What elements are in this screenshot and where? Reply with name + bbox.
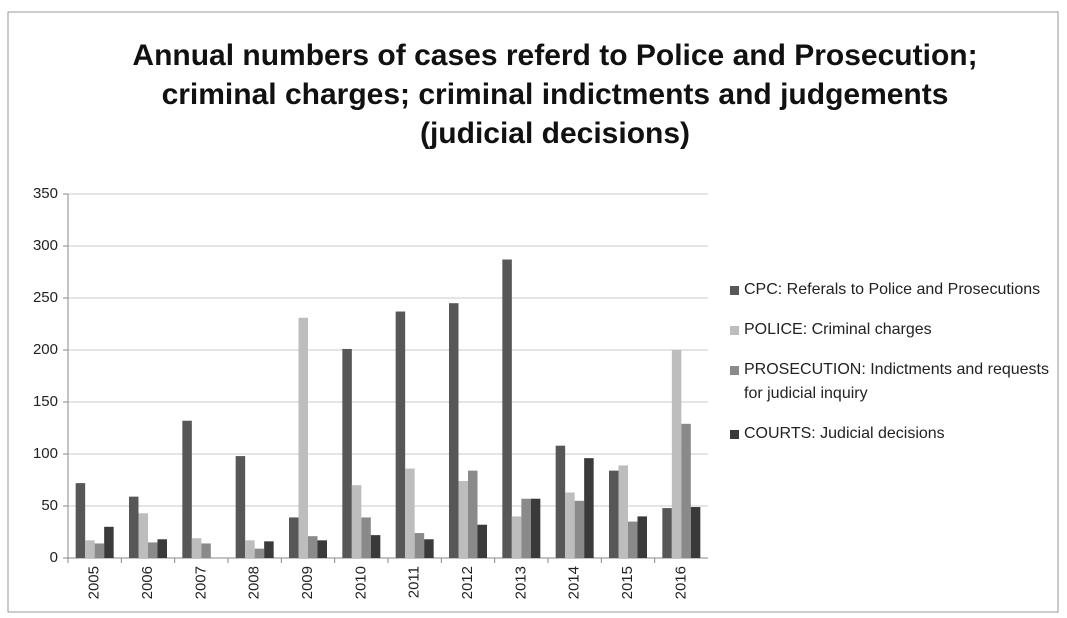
bar	[395, 311, 406, 558]
legend: CPC: Referals to Police and Prosecutions…	[730, 278, 1065, 462]
bar	[458, 481, 468, 558]
legend-label: POLICE: Criminal charges	[744, 321, 932, 338]
x-tick-label: 2008	[246, 566, 263, 599]
bar	[628, 521, 638, 558]
x-tick-label: 2016	[672, 566, 689, 599]
bar	[405, 468, 415, 558]
x-tick-label: 2012	[459, 566, 476, 599]
legend-entry: POLICE: Criminal charges	[730, 318, 1065, 342]
bar	[138, 513, 148, 558]
bar	[574, 500, 585, 558]
bar	[148, 542, 158, 558]
bar	[521, 498, 531, 558]
x-tick-label: 2010	[352, 566, 369, 599]
bar	[449, 303, 459, 558]
bar	[468, 470, 478, 558]
bar	[511, 516, 522, 558]
bar	[584, 458, 594, 558]
y-tick-label: 150	[33, 393, 58, 410]
legend-swatch	[730, 286, 739, 295]
bar	[75, 483, 86, 558]
x-tick-label: 2007	[192, 566, 209, 599]
x-tick-label: 2013	[512, 566, 529, 599]
y-tick-label: 100	[33, 445, 58, 462]
bar	[690, 507, 701, 558]
bar	[342, 348, 352, 558]
bar	[191, 538, 202, 558]
legend-entry: COURTS: Judicial decisions	[730, 422, 1065, 446]
bar	[609, 470, 619, 558]
x-tick-label: 2015	[619, 566, 636, 599]
bar	[94, 543, 105, 558]
y-tick-label: 350	[33, 185, 58, 202]
x-tick-label: 2005	[86, 566, 103, 599]
bar	[104, 526, 114, 558]
legend-label: CPC: Referals to Police and Prosecutions	[744, 281, 1041, 298]
bar	[618, 465, 628, 558]
legend-swatch	[730, 430, 739, 439]
y-tick-label: 300	[33, 237, 58, 254]
bar	[662, 508, 672, 558]
bar	[235, 456, 246, 558]
y-tick-label: 0	[50, 549, 58, 566]
bar	[671, 350, 682, 558]
bar	[555, 445, 566, 558]
bar	[530, 498, 541, 558]
y-tick-label: 200	[33, 341, 58, 358]
bar	[370, 535, 381, 558]
bar	[182, 420, 192, 558]
chart-title: Annual numbers of cases referd to Police…	[132, 39, 978, 150]
bar	[157, 539, 167, 558]
bar	[351, 485, 362, 558]
y-tick-label: 250	[33, 289, 58, 306]
legend-swatch	[730, 366, 739, 375]
x-tick-label: 2011	[406, 566, 423, 598]
x-tick-label: 2006	[139, 566, 156, 599]
bar	[245, 540, 255, 558]
bar	[85, 540, 95, 558]
bar	[201, 543, 211, 558]
bar	[424, 539, 434, 558]
frame	[7, 11, 1059, 613]
bar	[565, 492, 575, 558]
legend-label: PROSECUTION: Indictments and requests fo…	[744, 361, 1049, 402]
legend-label: COURTS: Judicial decisions	[744, 425, 945, 442]
legend-swatch	[730, 326, 739, 335]
x-tick-label: 2014	[566, 566, 583, 599]
x-tick-label: 2009	[299, 566, 316, 599]
bar	[254, 548, 265, 558]
bar	[681, 423, 691, 558]
bar	[361, 517, 371, 558]
bar	[414, 533, 425, 558]
bar	[129, 496, 139, 558]
bar	[289, 517, 299, 558]
legend-entry: CPC: Referals to Police and Prosecutions	[730, 278, 1065, 302]
bar	[637, 516, 647, 558]
bar	[264, 541, 274, 558]
bar	[317, 540, 327, 558]
y-tick-label: 50	[41, 497, 58, 514]
legend-entry: PROSECUTION: Indictments and requests fo…	[730, 358, 1065, 406]
bar	[477, 524, 487, 558]
bar	[502, 259, 512, 558]
bar	[298, 317, 308, 558]
bar	[308, 536, 318, 558]
